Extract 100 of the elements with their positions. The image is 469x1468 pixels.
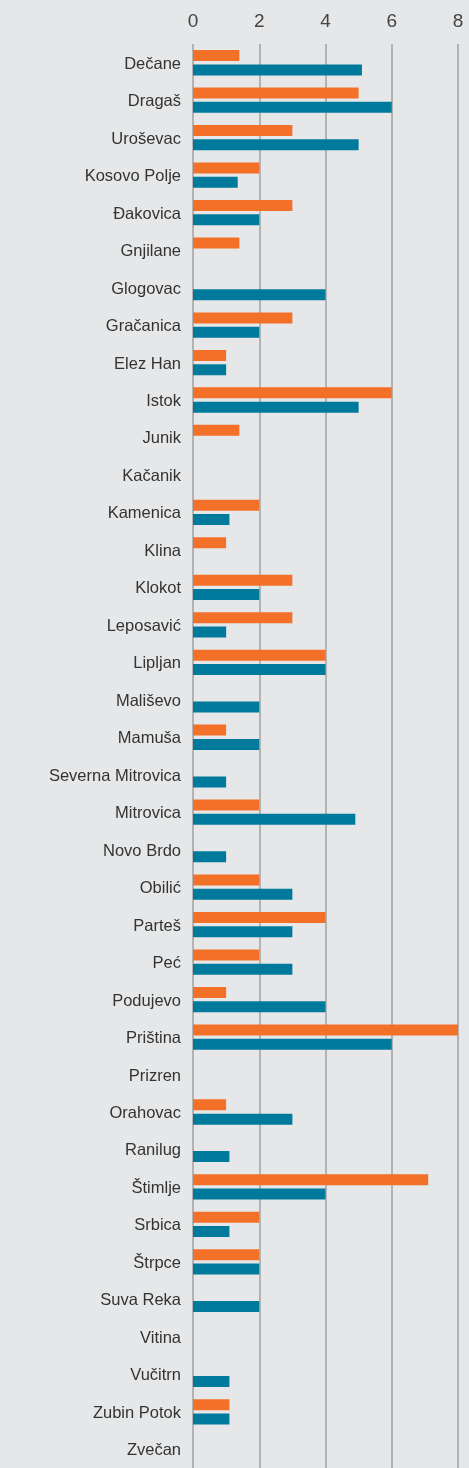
y-tick-label: Zubin Potok [92,1402,182,1421]
bar [193,50,240,62]
y-tick-label: Obilić [139,878,181,897]
x-tick-label: 0 [187,10,199,31]
bar [193,326,260,338]
bar [193,1038,392,1050]
y-tick-label: Kačanik [122,465,182,484]
bar [193,986,227,998]
bar [193,574,293,586]
y-tick-label: Kosovo Polje [84,166,181,185]
y-tick-label: Leposavić [106,615,181,634]
x-tick-label: 4 [320,10,332,31]
bar [193,1099,227,1111]
bar [193,176,238,188]
bar [193,537,227,549]
bar [193,401,359,413]
bar [193,514,230,526]
y-tick-label: Dragaš [127,91,181,110]
y-tick-label: Srbica [134,1215,182,1234]
bar [193,1263,260,1275]
bar [193,1211,260,1223]
y-tick-label: Mališevo [115,690,181,709]
y-tick-label: Elez Han [114,353,181,372]
y-tick-label: Orahovac [109,1103,181,1121]
x-tick-label: 2 [253,10,265,31]
y-tick-label: Severna Mitrovica [48,765,182,784]
bar [193,1375,230,1387]
y-tick-label: Mitrovica [114,803,182,822]
y-tick-label: Vučitrn [130,1365,181,1384]
bar [193,926,293,938]
bar [193,349,227,361]
bar [193,1226,230,1238]
y-tick-label: Klina [144,540,182,559]
bar [193,499,260,511]
y-tick-label: Novo Brdo [103,840,181,859]
bar [193,1001,326,1013]
bar [193,724,227,736]
bar [193,851,227,863]
bar [193,1174,429,1186]
x-tick-label: 6 [386,10,398,31]
bar [193,424,240,436]
y-tick-label: Suva Reka [100,1290,182,1309]
bar [193,199,293,211]
y-tick-label: Gnjilane [120,241,181,260]
bar [193,612,293,624]
bar [193,1301,260,1313]
bar [193,589,260,601]
bar [193,214,260,226]
y-tick-label: Istok [146,391,182,409]
bar [193,1249,260,1261]
bar [193,874,260,886]
bar [193,963,293,975]
bar [193,125,293,137]
bar [193,101,392,113]
bar [193,738,260,750]
y-tick-label: Gračanica [105,316,182,335]
y-tick-label: Kamenica [107,503,182,522]
y-tick-label: Zvečan [126,1440,181,1459]
bar [193,237,240,249]
y-tick-label: Klokot [135,578,182,597]
y-tick-label: Peć [152,953,181,972]
y-tick-label: Lipljan [133,653,181,672]
bar [193,1151,230,1163]
y-tick-label: Štrpce [133,1252,181,1271]
bar [193,701,260,713]
bar [193,312,293,324]
y-tick-label: Prizren [128,1065,181,1084]
bar [193,1113,293,1125]
bar [193,949,260,961]
bar [193,387,392,399]
y-tick-label: Đakovica [113,203,182,222]
bar [193,139,359,151]
bar [193,663,326,675]
bar [193,776,227,788]
bar [193,888,293,900]
bar [193,911,326,923]
bar [193,1413,230,1425]
y-tick-label: Mamuša [117,728,182,747]
bar [193,626,227,638]
bar [193,289,326,301]
bar [193,1399,230,1411]
y-tick-label: Podujevo [112,990,181,1009]
bar [193,162,260,174]
bar [193,813,356,825]
bar [193,1024,458,1036]
bar [193,649,326,661]
y-tick-label: Uroševac [111,128,181,147]
y-tick-label: Parteš [133,915,181,934]
x-tick-label: 8 [452,10,464,31]
bar [193,64,362,76]
y-tick-label: Dečane [124,53,181,72]
y-tick-label: Vitina [140,1327,182,1346]
bar [193,1188,326,1200]
y-tick-label: Ranilug [125,1140,181,1159]
bar [193,799,260,811]
y-tick-label: Priština [125,1028,182,1047]
bar [193,87,359,99]
y-tick-label: Štimlje [131,1177,181,1196]
y-tick-label: Glogovac [111,278,181,297]
bar [193,364,227,376]
